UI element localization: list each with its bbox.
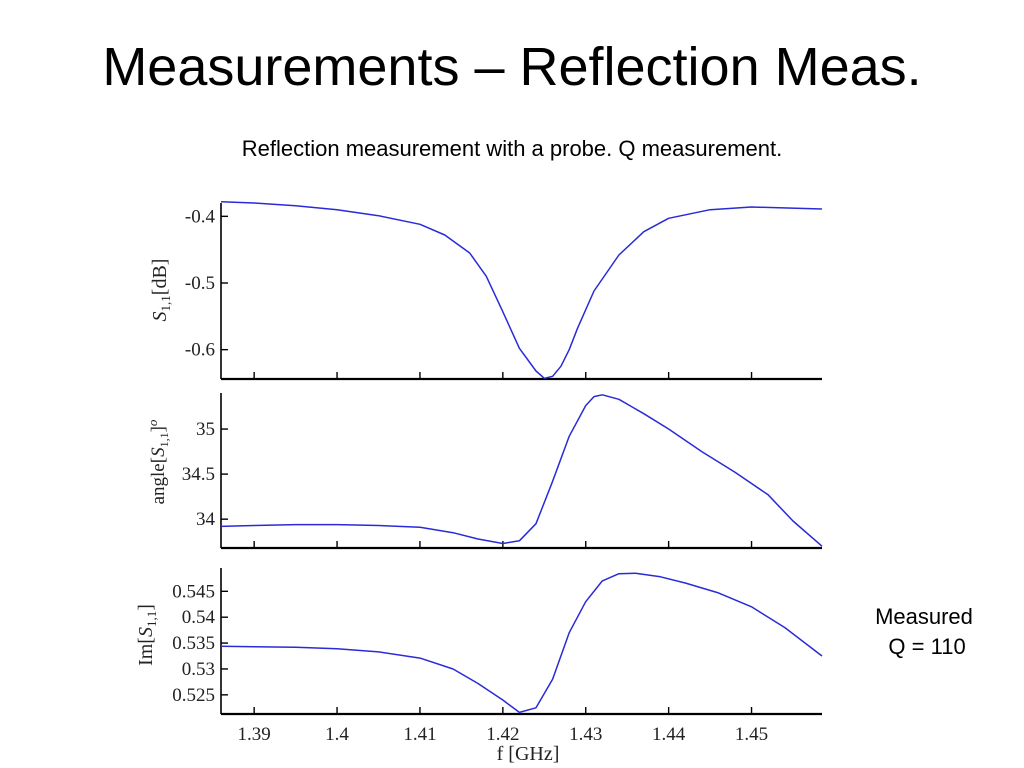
panel-3-ytick-label: 0.54 xyxy=(182,607,216,628)
panel-2-series-line xyxy=(220,394,823,547)
ylabel-angle-s11: angle[S1,1]o xyxy=(145,419,171,504)
panel-3-ytick-label: 0.535 xyxy=(172,633,215,654)
panel-2-ytick-label: 34 xyxy=(196,509,216,530)
panel-2-ytick-label: 35 xyxy=(196,419,215,440)
panel-1-series-line xyxy=(220,200,823,380)
xtick-label: 1.43 xyxy=(569,724,602,745)
x-axis-label: f [GHz] xyxy=(497,743,560,765)
panel-3-ytick-label: 0.545 xyxy=(172,581,215,602)
xtick-label: 1.4 xyxy=(325,724,349,745)
panel-1-ytick-label: -0.6 xyxy=(185,340,215,361)
panel-3-ytick-label: 0.53 xyxy=(182,659,215,680)
panel-1-ytick-label: -0.4 xyxy=(185,206,216,227)
panel-3-ytick-label: 0.525 xyxy=(172,685,215,706)
ylabel-im-s11: Im[S1,1] xyxy=(135,604,159,666)
panel-2-ytick-label: 34.5 xyxy=(182,464,215,485)
measured-q-note: Measured Q = 110 xyxy=(858,602,990,662)
ylabel-s11-db: S1,1[dB] xyxy=(149,259,173,322)
note-line-2: Q = 110 xyxy=(882,634,966,659)
xtick-label: 1.42 xyxy=(486,724,519,745)
xtick-label: 1.39 xyxy=(238,724,271,745)
xtick-label: 1.41 xyxy=(403,724,436,745)
page-title: Measurements – Reflection Meas. xyxy=(102,37,922,97)
panel-3-series-line xyxy=(220,572,823,714)
page-subtitle: Reflection measurement with a probe. Q m… xyxy=(241,136,783,161)
note-line-1: Measured xyxy=(875,604,973,629)
panel-1-ytick-label: -0.5 xyxy=(185,273,215,294)
xtick-label: 1.45 xyxy=(735,724,768,745)
xtick-label: 1.44 xyxy=(652,724,686,745)
